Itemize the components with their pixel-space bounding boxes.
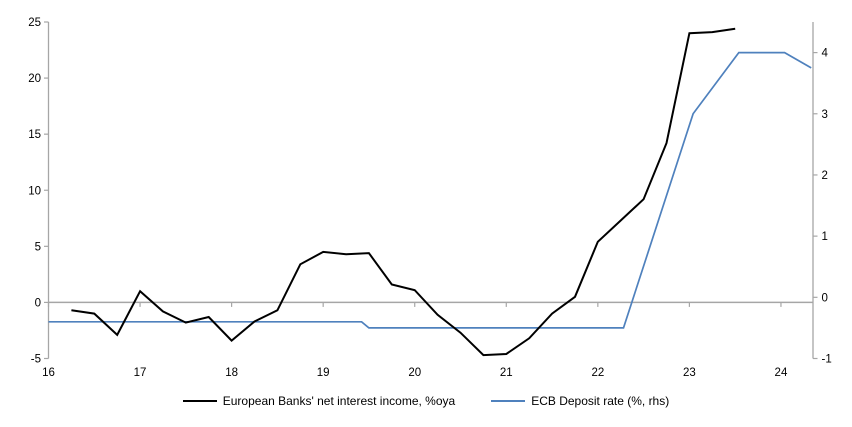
left-axis-tick-label: 25 bbox=[28, 17, 41, 29]
right-axis-tick-label: 3 bbox=[822, 109, 828, 121]
right-axis: -1 0 1 2 3 4 bbox=[813, 48, 832, 366]
x-axis-tick-label: 18 bbox=[225, 367, 238, 379]
right-axis-tick-label: 1 bbox=[822, 231, 828, 243]
right-axis-tick-label: 4 bbox=[822, 48, 829, 60]
left-axis-tick-label: 15 bbox=[28, 129, 41, 141]
left-axis: -5 0 5 10 15 20 25 bbox=[28, 17, 49, 366]
nii-legend-label: European Banks' net interest income, %oy… bbox=[222, 394, 456, 408]
right-axis-tick-label: -1 bbox=[822, 354, 832, 366]
left-axis-tick-label: -5 bbox=[31, 354, 41, 366]
left-axis-tick-label: 5 bbox=[35, 241, 41, 253]
nii-line-swatch bbox=[182, 400, 217, 402]
x-axis-tick-label: 23 bbox=[683, 367, 696, 379]
x-axis-tick-label: 21 bbox=[500, 367, 513, 379]
ecb-deposit-rate-line bbox=[48, 51, 812, 329]
left-axis-tick-label: 0 bbox=[35, 297, 41, 309]
x-axis-tick-label: 17 bbox=[134, 367, 147, 379]
x-axis-tick-label: 20 bbox=[408, 367, 421, 379]
left-axis-tick-label: 20 bbox=[28, 73, 41, 85]
right-axis-tick-label: 2 bbox=[822, 170, 828, 182]
x-axis: 16 17 18 19 20 21 22 23 24 bbox=[42, 302, 788, 379]
ecb-line-swatch bbox=[491, 400, 526, 402]
x-axis-tick-label: 19 bbox=[317, 367, 330, 379]
nii-series-line bbox=[71, 27, 736, 357]
chart-legend: European Banks' net interest income, %oy… bbox=[0, 394, 852, 408]
legend-item-ecb: ECB Deposit rate (%, rhs) bbox=[491, 394, 669, 408]
right-axis-tick-label: 0 bbox=[822, 292, 828, 304]
legend-item-nii: European Banks' net interest income, %oy… bbox=[182, 394, 456, 408]
x-axis-tick-label: 16 bbox=[42, 367, 55, 379]
ecb-legend-label: ECB Deposit rate (%, rhs) bbox=[531, 394, 670, 408]
x-axis-tick-label: 24 bbox=[775, 367, 788, 379]
left-axis-tick-label: 10 bbox=[28, 185, 41, 197]
x-axis-tick-label: 22 bbox=[591, 367, 604, 379]
